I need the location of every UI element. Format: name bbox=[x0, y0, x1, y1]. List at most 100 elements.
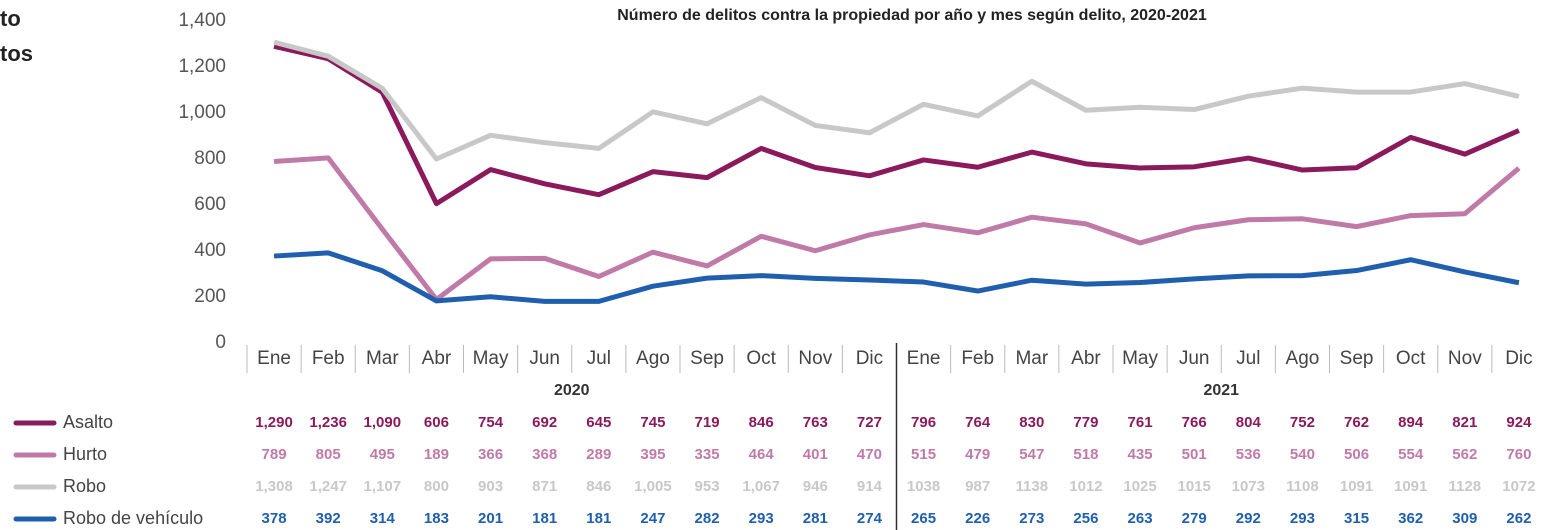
x-tick-label: Abr bbox=[1071, 348, 1101, 369]
value-label: 692 bbox=[532, 414, 557, 431]
value-label: 470 bbox=[857, 446, 882, 463]
y-tick-label: 0 bbox=[215, 332, 226, 353]
value-label: 1015 bbox=[1178, 478, 1211, 495]
x-tick-label: Jul bbox=[587, 348, 611, 369]
series-line bbox=[273, 43, 1520, 207]
value-label: 1,005 bbox=[634, 478, 672, 495]
value-label: 547 bbox=[1019, 446, 1044, 463]
value-label: 1,090 bbox=[364, 414, 402, 431]
x-tick-label: Nov bbox=[1448, 348, 1482, 369]
value-label: 903 bbox=[478, 478, 503, 495]
value-label: 987 bbox=[965, 478, 990, 495]
x-tick-label: Ago bbox=[636, 348, 670, 369]
x-tick-label: Ene bbox=[257, 348, 291, 369]
value-label: 763 bbox=[803, 414, 828, 431]
value-label: 293 bbox=[1290, 510, 1315, 527]
y-tick-label: 400 bbox=[194, 240, 226, 261]
value-label: 1,247 bbox=[309, 478, 347, 495]
value-label: 871 bbox=[532, 478, 557, 495]
legend-label: Robo de vehículo bbox=[63, 508, 203, 528]
value-label: 766 bbox=[1182, 414, 1207, 431]
value-label: 265 bbox=[911, 510, 936, 527]
value-label: 540 bbox=[1290, 446, 1315, 463]
value-label: 924 bbox=[1506, 414, 1532, 431]
y-tick-label: 200 bbox=[194, 286, 226, 307]
value-label: 289 bbox=[586, 446, 611, 463]
value-label: 760 bbox=[1506, 446, 1531, 463]
value-label: 401 bbox=[803, 446, 828, 463]
x-tick-label: Sep bbox=[1340, 348, 1374, 369]
x-tick-label: Oct bbox=[746, 348, 776, 369]
value-label: 846 bbox=[586, 478, 611, 495]
value-label: 1091 bbox=[1394, 478, 1427, 495]
value-label: 536 bbox=[1236, 446, 1261, 463]
series-line bbox=[273, 250, 1520, 304]
value-label: 946 bbox=[803, 478, 828, 495]
value-label: 779 bbox=[1073, 414, 1098, 431]
value-label: 1072 bbox=[1502, 478, 1535, 495]
value-label: 506 bbox=[1344, 446, 1369, 463]
x-tick-label: Dic bbox=[1505, 348, 1532, 369]
y-tick-label: 1,000 bbox=[178, 102, 226, 123]
value-label: 501 bbox=[1182, 446, 1207, 463]
value-label: 1128 bbox=[1449, 478, 1482, 495]
x-tick-label: May bbox=[1122, 348, 1158, 369]
value-label: 894 bbox=[1398, 414, 1424, 431]
value-label: 392 bbox=[316, 510, 341, 527]
x-tick-label: Mar bbox=[366, 348, 399, 369]
value-label: 282 bbox=[695, 510, 720, 527]
x-tick-label: Oct bbox=[1396, 348, 1426, 369]
series-line bbox=[273, 39, 1520, 162]
value-label: 435 bbox=[1128, 446, 1153, 463]
legend-label: Robo bbox=[63, 476, 106, 496]
legend-label: Hurto bbox=[63, 444, 107, 464]
value-label: 315 bbox=[1344, 510, 1369, 527]
value-label: 953 bbox=[695, 478, 720, 495]
chart-title: Número de delitos contra la propiedad po… bbox=[617, 7, 1207, 24]
value-label: 1,236 bbox=[309, 414, 347, 431]
value-label: 796 bbox=[911, 414, 936, 431]
value-label: 181 bbox=[586, 510, 611, 527]
x-tick-label: Jul bbox=[1236, 348, 1260, 369]
value-label: 762 bbox=[1344, 414, 1369, 431]
x-tick-label: Dic bbox=[856, 348, 883, 369]
value-label: 1,067 bbox=[742, 478, 780, 495]
value-label: 309 bbox=[1452, 510, 1477, 527]
value-label: 1138 bbox=[1016, 478, 1049, 495]
value-label: 515 bbox=[911, 446, 936, 463]
value-label: 800 bbox=[424, 478, 449, 495]
y-tick-label: 800 bbox=[194, 148, 226, 169]
value-label: 645 bbox=[586, 414, 611, 431]
value-label: 764 bbox=[965, 414, 991, 431]
value-label: 1,107 bbox=[364, 478, 402, 495]
value-label: 1108 bbox=[1286, 478, 1319, 495]
value-label: 247 bbox=[640, 510, 665, 527]
value-label: 262 bbox=[1506, 510, 1531, 527]
value-label: 761 bbox=[1128, 414, 1153, 431]
side-text: tos bbox=[0, 41, 33, 66]
x-tick-label: Feb bbox=[312, 348, 345, 369]
value-label: 1025 bbox=[1123, 478, 1156, 495]
value-label: 464 bbox=[749, 446, 775, 463]
value-label: 789 bbox=[262, 446, 287, 463]
value-label: 279 bbox=[1182, 510, 1207, 527]
value-label: 719 bbox=[695, 414, 720, 431]
value-label: 292 bbox=[1236, 510, 1261, 527]
value-label: 1038 bbox=[907, 478, 940, 495]
value-label: 362 bbox=[1398, 510, 1423, 527]
x-tick-label: Ene bbox=[907, 348, 941, 369]
value-label: 830 bbox=[1019, 414, 1044, 431]
value-label: 745 bbox=[640, 414, 665, 431]
value-label: 1,290 bbox=[255, 414, 293, 431]
value-label: 846 bbox=[749, 414, 774, 431]
value-label: 281 bbox=[803, 510, 828, 527]
value-label: 1091 bbox=[1340, 478, 1373, 495]
x-tick-label: Nov bbox=[798, 348, 832, 369]
side-text: to bbox=[0, 6, 21, 31]
series-line bbox=[273, 155, 1521, 303]
value-label: 293 bbox=[749, 510, 774, 527]
value-label: 395 bbox=[640, 446, 665, 463]
value-label: 554 bbox=[1398, 446, 1424, 463]
